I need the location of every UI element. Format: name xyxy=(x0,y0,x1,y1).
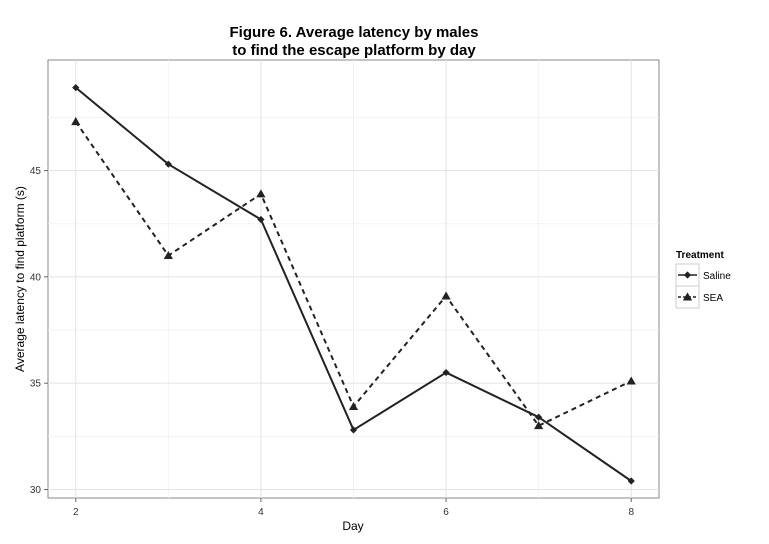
y-tick-label: 30 xyxy=(30,485,42,496)
data-point-saline xyxy=(442,368,450,377)
data-point-sea xyxy=(348,401,359,411)
data-point-sea xyxy=(163,251,173,260)
legend-marker-saline xyxy=(683,271,692,279)
series-saline xyxy=(72,84,635,485)
data-point-sea xyxy=(441,291,451,300)
series-layer xyxy=(71,84,636,485)
y-tick-label: 40 xyxy=(30,272,42,283)
data-point-saline xyxy=(164,160,172,168)
x-axis-ticks: 2 4 6 8 xyxy=(73,498,634,518)
x-tick-label: 2 xyxy=(73,507,79,518)
data-point-saline xyxy=(349,426,358,434)
chart-title-line-1: Figure 6. Average latency by males xyxy=(229,24,478,41)
chart-title-line-2: to find the escape platform by day xyxy=(232,42,476,59)
series-sea xyxy=(71,117,636,430)
legend-label-saline: Saline xyxy=(703,271,731,282)
legend-title: Treatment xyxy=(676,250,724,261)
legend: Treatment Saline SEA xyxy=(675,250,731,309)
x-tick-label: 6 xyxy=(443,507,449,518)
y-tick-label: 45 xyxy=(30,166,42,177)
y-axis-ticks: 30 35 40 45 xyxy=(30,166,48,496)
x-tick-label: 8 xyxy=(628,507,634,518)
legend-label-sea: SEA xyxy=(703,293,723,304)
data-point-sea xyxy=(256,189,266,198)
x-axis-title: Day xyxy=(342,519,363,533)
y-tick-label: 35 xyxy=(30,379,42,390)
data-point-sea xyxy=(626,376,636,385)
data-point-saline xyxy=(257,215,265,224)
data-point-sea xyxy=(534,421,544,430)
legend-key-symbols xyxy=(678,271,697,301)
legend-marker-sea xyxy=(682,292,693,301)
data-point-saline xyxy=(627,477,635,485)
y-axis-title: Average latency to find platform (s) xyxy=(13,186,27,372)
x-tick-label: 4 xyxy=(258,507,264,518)
data-point-saline xyxy=(72,84,80,92)
data-point-sea xyxy=(71,117,81,126)
data-point-saline xyxy=(535,413,543,421)
